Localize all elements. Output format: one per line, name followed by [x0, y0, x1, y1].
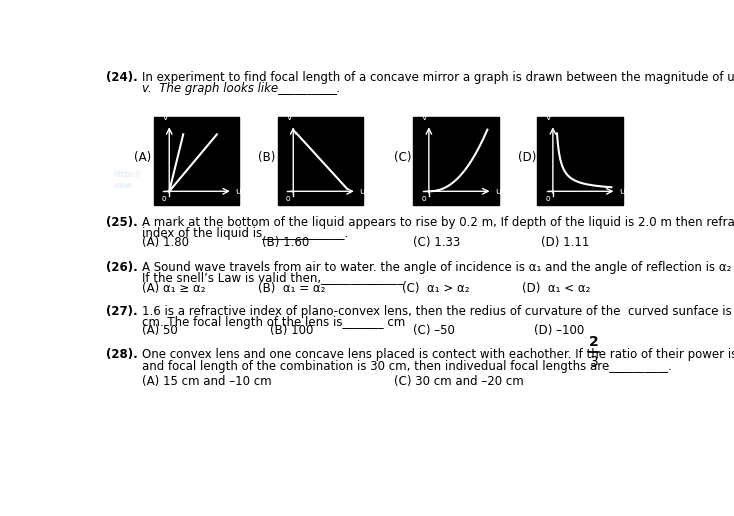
- Text: (A) α₁ ≥ α₂: (A) α₁ ≥ α₂: [142, 282, 206, 295]
- Bar: [153, 117, 239, 205]
- Text: (24).: (24).: [106, 71, 137, 84]
- Text: A Sound wave travels from air to water. the angle of incidence is α₁ and the ang: A Sound wave travels from air to water. …: [142, 261, 732, 273]
- Text: www.: www.: [114, 182, 134, 190]
- Text: v: v: [162, 113, 167, 122]
- Text: https://: https://: [114, 170, 141, 179]
- Text: (A) 50: (A) 50: [142, 325, 178, 337]
- Text: (C): (C): [394, 151, 412, 164]
- Text: u: u: [359, 187, 365, 196]
- Text: If the snell’s Law is valid then,______________.: If the snell’s Law is valid then,_______…: [142, 271, 407, 284]
- Text: (A) 1.80: (A) 1.80: [142, 236, 189, 249]
- Text: (D) –100: (D) –100: [534, 325, 584, 337]
- Text: v: v: [422, 113, 427, 122]
- Text: 3: 3: [589, 356, 598, 369]
- Text: index of the liquid is______________.: index of the liquid is______________.: [142, 227, 349, 240]
- Text: u: u: [619, 187, 625, 196]
- Text: (27).: (27).: [106, 305, 137, 318]
- Text: o: o: [421, 194, 426, 203]
- Text: 1.6 is a refractive index of plano-convex lens, then the redius of curvature of : 1.6 is a refractive index of plano-conve…: [142, 305, 734, 318]
- Text: (28).: (28).: [106, 348, 137, 361]
- Text: In experiment to find focal length of a concave mirror a graph is drawn between : In experiment to find focal length of a …: [142, 71, 734, 84]
- Text: (A) 15 cm and –10 cm: (A) 15 cm and –10 cm: [142, 375, 272, 388]
- Text: 2: 2: [589, 335, 599, 349]
- Text: o: o: [286, 194, 290, 203]
- Text: o: o: [161, 194, 166, 203]
- Text: v: v: [286, 113, 291, 122]
- Text: (B): (B): [258, 151, 276, 164]
- Text: (C) 1.33: (C) 1.33: [413, 236, 461, 249]
- Text: One convex lens and one concave lens placed is contect with eachother. If the ra: One convex lens and one concave lens pla…: [142, 348, 734, 361]
- Text: (A): (A): [134, 151, 152, 164]
- Text: A mark at the bottom of the liquid appears to rise by 0.2 m, If depth of the liq: A mark at the bottom of the liquid appea…: [142, 216, 734, 229]
- Bar: [277, 117, 363, 205]
- Text: (B) 1.60: (B) 1.60: [262, 236, 310, 249]
- Text: (B)  α₁ = α₂: (B) α₁ = α₂: [258, 282, 326, 295]
- Text: v: v: [546, 113, 551, 122]
- Text: u: u: [495, 187, 501, 196]
- Text: (25).: (25).: [106, 216, 137, 229]
- Text: (C) –50: (C) –50: [413, 325, 455, 337]
- Bar: [413, 117, 498, 205]
- Text: u: u: [235, 187, 241, 196]
- Text: (D) 1.11: (D) 1.11: [541, 236, 589, 249]
- Text: (C)  α₁ > α₂: (C) α₁ > α₂: [401, 282, 469, 295]
- Text: (D)  α₁ < α₂: (D) α₁ < α₂: [522, 282, 590, 295]
- Text: v.  The graph looks like__________.: v. The graph looks like__________.: [142, 82, 341, 95]
- Text: (C) 30 cm and –20 cm: (C) 30 cm and –20 cm: [394, 375, 524, 388]
- Text: (B) 100: (B) 100: [270, 325, 313, 337]
- Bar: [537, 117, 622, 205]
- Text: o: o: [545, 194, 550, 203]
- Text: and focal length of the combination is 30 cm, then indivedual focal lengths are_: and focal length of the combination is 3…: [142, 360, 672, 373]
- Text: (26).: (26).: [106, 261, 137, 273]
- Text: (D): (D): [518, 151, 537, 164]
- Text: cm. The focal length of the lens is_______ cm: cm. The focal length of the lens is_____…: [142, 316, 405, 329]
